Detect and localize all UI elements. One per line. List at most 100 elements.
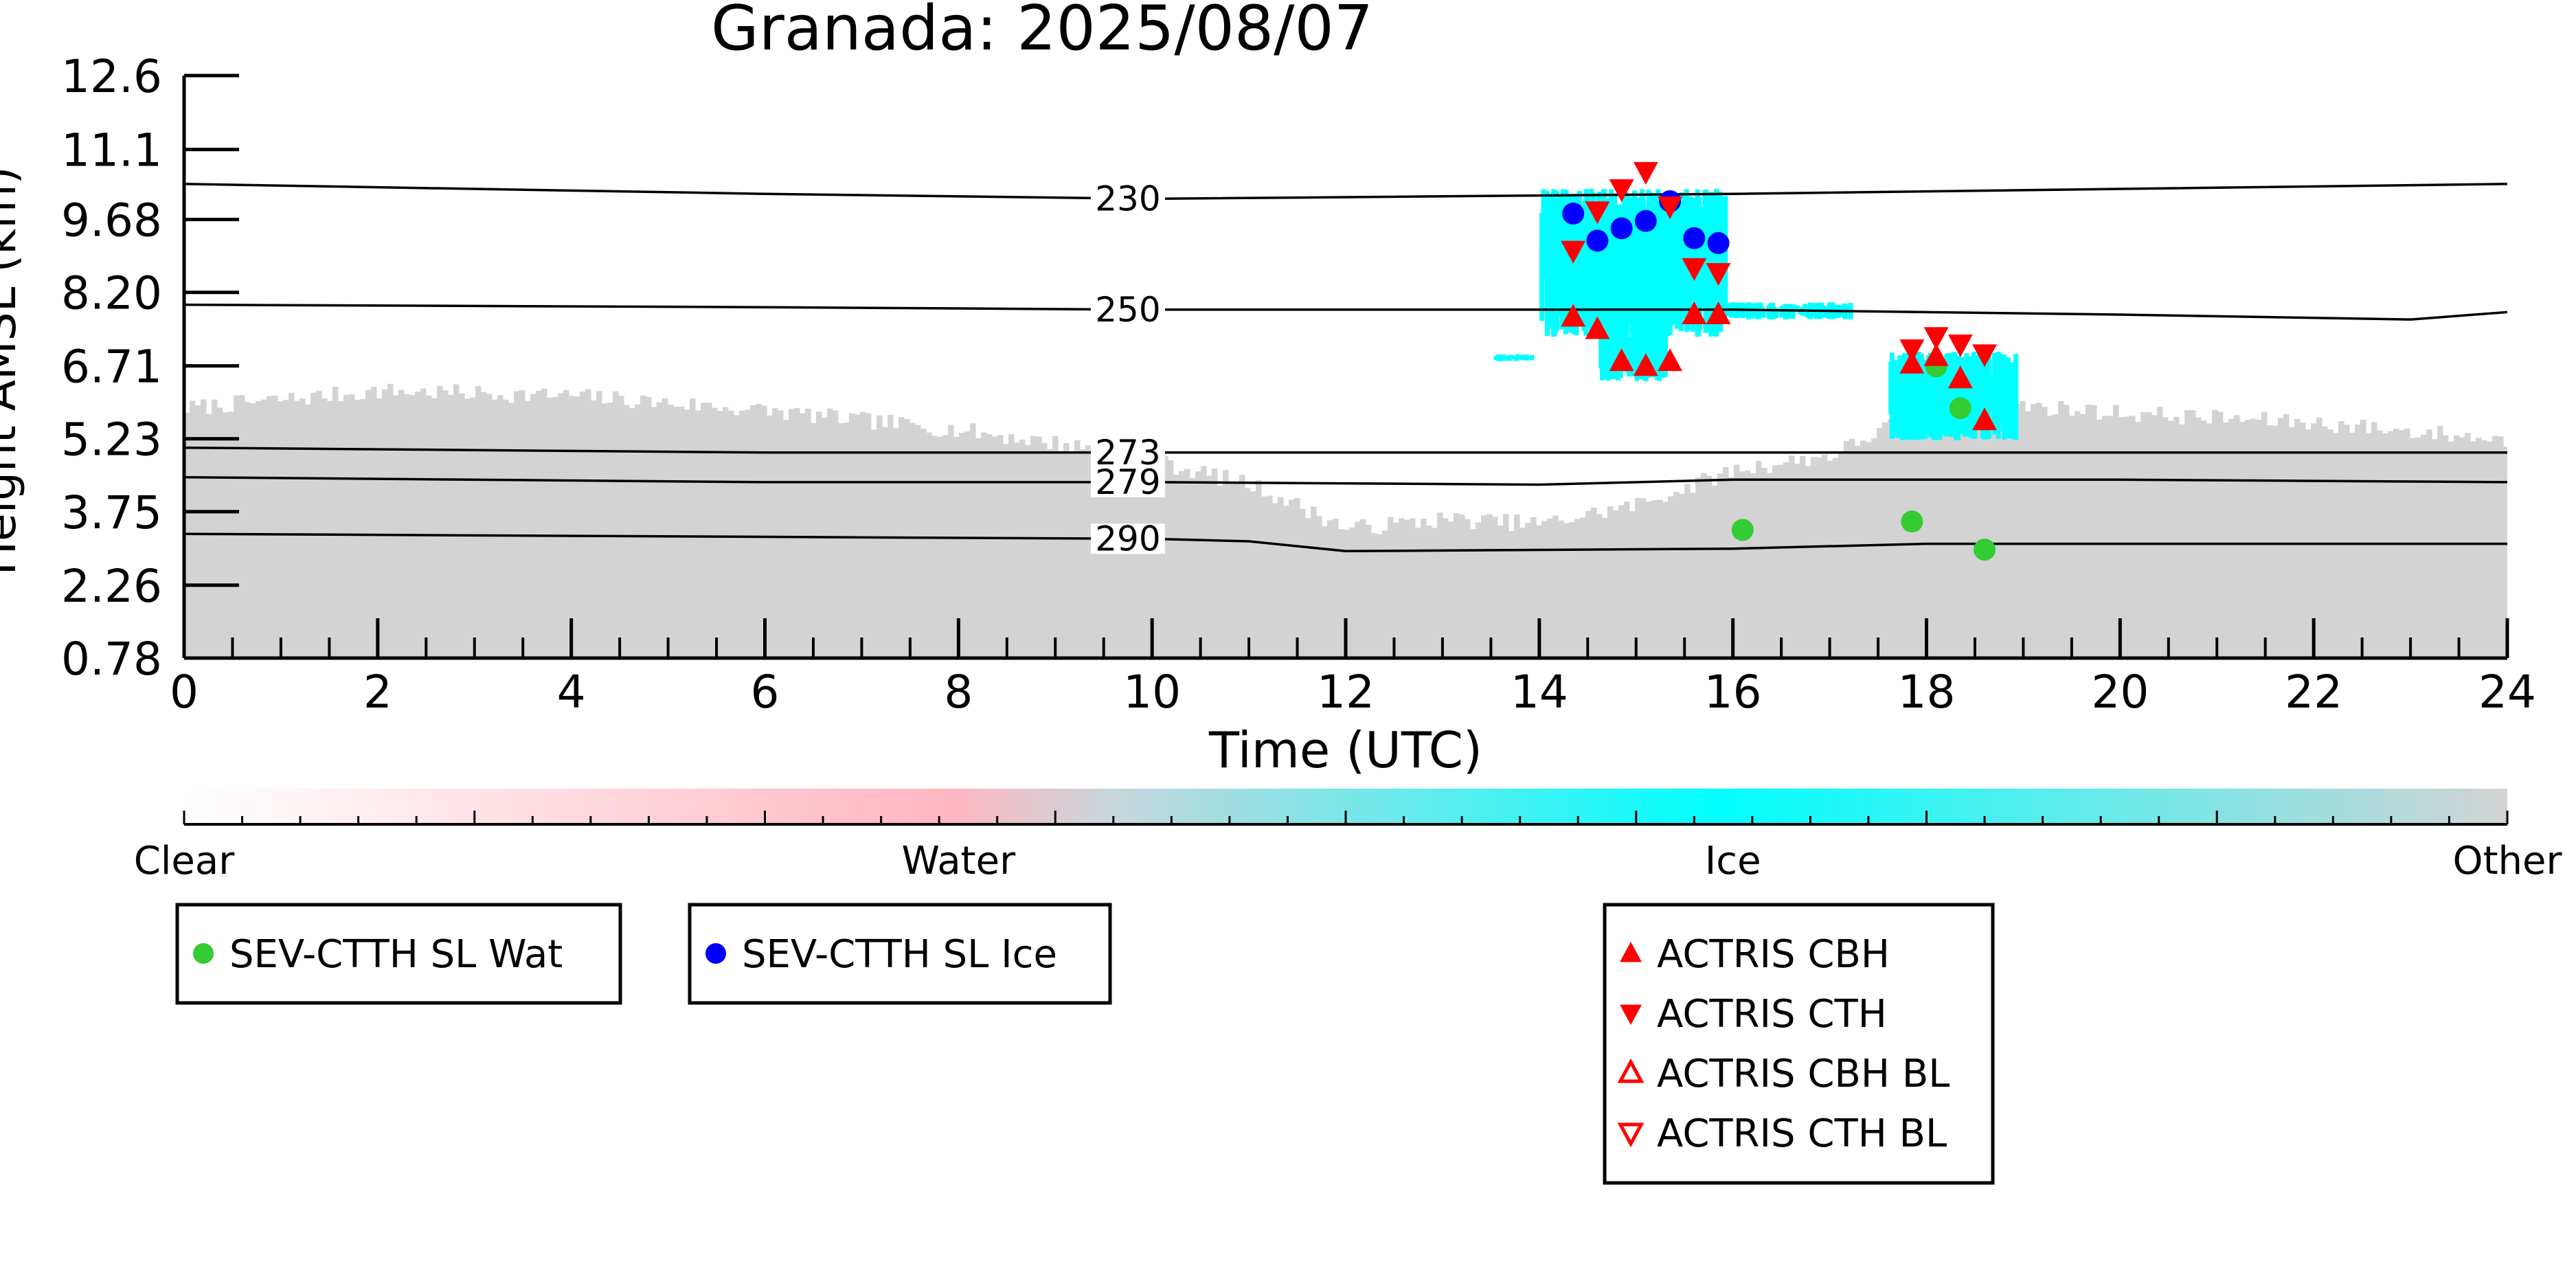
other-class-column [613, 391, 619, 658]
other-class-column [1096, 453, 1103, 658]
ice-class-column [1924, 370, 1930, 427]
other-class-column [1635, 497, 1641, 658]
other-class-column [1052, 436, 1059, 658]
actris-cth-point [1899, 339, 1925, 363]
ice-class-column [1596, 236, 1601, 301]
other-class-column [1278, 497, 1284, 658]
actris-cth-point [1585, 201, 1610, 225]
actris-cth-bl-legend-label: ACTRIS CTH BL [1657, 1111, 1947, 1156]
other-class-column [1322, 526, 1328, 658]
other-class-column [909, 422, 916, 658]
other-class-column [486, 394, 493, 658]
other-class-column [420, 388, 427, 658]
other-class-column [574, 396, 580, 658]
ice-class-column [1730, 302, 1736, 308]
other-class-column [761, 405, 767, 658]
contour-label-backing [1090, 437, 1165, 468]
other-class-column [2366, 433, 2372, 658]
other-class-column [2322, 426, 2328, 658]
colorbar: Clear Water Ice Other [134, 789, 2562, 883]
ice-class-column [1696, 230, 1702, 331]
y-tick-label: 12.6 [61, 50, 162, 103]
other-class-column [201, 399, 207, 658]
other-class-column [1415, 528, 1421, 658]
other-class-column [684, 409, 690, 658]
ice-class-column [1572, 275, 1577, 335]
other-class-column [1679, 493, 1685, 658]
other-class-column [1509, 531, 1515, 658]
other-class-column [409, 395, 416, 658]
ice-class-column [1631, 209, 1637, 304]
other-class-column [871, 429, 877, 658]
ice-class-column [1673, 206, 1678, 295]
ice-class-column [1919, 354, 1924, 414]
ice-class-column [1825, 306, 1831, 319]
x-tick-label: 24 [2478, 666, 2536, 719]
ice-class-column [1651, 350, 1656, 378]
ice-class-column [1637, 212, 1642, 328]
other-class-column [332, 386, 339, 658]
other-class-column [1443, 518, 1449, 658]
other-class-column [1926, 411, 1932, 658]
other-class-column [212, 399, 218, 658]
other-class-column [646, 397, 652, 658]
other-class-column [2075, 411, 2081, 658]
ice-class-column [1600, 324, 1605, 381]
other-class-column [1344, 530, 1350, 658]
ice-class-column [2009, 364, 2014, 404]
other-class-column [953, 437, 960, 658]
other-class-column [2119, 417, 2125, 658]
other-class-column [2267, 425, 2273, 658]
other-class-column [431, 398, 438, 658]
other-class-column [1739, 471, 1745, 658]
other-class-column [1695, 477, 1702, 658]
other-class-column [2410, 438, 2416, 658]
ice-class-column [2000, 365, 2006, 431]
other-class-column [1212, 468, 1218, 658]
x-tick-label: 22 [2285, 666, 2342, 719]
actris-cbh-bl-legend-label: ACTRIS CBH BL [1657, 1052, 1950, 1096]
ice-class-column [1610, 321, 1616, 380]
other-class-column [2294, 419, 2301, 658]
other-class-column [1888, 419, 1894, 658]
other-class-column [706, 403, 712, 658]
other-class-column [558, 393, 564, 658]
ice-class-column [1662, 204, 1667, 293]
other-class-column [2432, 439, 2438, 658]
other-class-column [365, 389, 372, 658]
ice-class-column [1651, 221, 1656, 319]
other-class-column [382, 389, 388, 658]
other-class-column [2355, 424, 2361, 658]
ice-class-column [1897, 360, 1903, 436]
other-class-column [591, 400, 597, 658]
other-class-column [1399, 518, 1405, 658]
other-class-column [1673, 492, 1680, 658]
other-class-column [1036, 436, 1042, 658]
other-class-column [1805, 466, 1811, 658]
other-class-column [1234, 482, 1240, 658]
sev-ctth-sl-ice-point [1707, 231, 1730, 254]
other-class-column [2201, 420, 2207, 658]
other-class-column [1014, 442, 1020, 658]
ice-class-column [1514, 356, 1519, 361]
sev-ctth-sl-ice-point [1610, 217, 1633, 240]
other-class-column [503, 399, 509, 658]
ice-class-column [2011, 391, 2017, 435]
y-tick-label: 9.68 [61, 194, 162, 247]
other-class-column [2086, 404, 2092, 658]
other-class-column [2344, 425, 2350, 658]
other-class-column [1855, 446, 1861, 658]
other-class-column [1437, 512, 1443, 658]
ice-class-column [1575, 226, 1581, 320]
contour-line-250 [184, 303, 2507, 321]
other-class-column [2009, 407, 2015, 658]
colorbar-label: Clear [134, 839, 235, 883]
axes: 0 2 4 6 8 10 12 14 16 18 20 22 240.782.263.755.236.7… [61, 50, 2536, 719]
other-class-column [1454, 513, 1460, 658]
other-class-column [1426, 526, 1432, 658]
other-class-column [1289, 499, 1295, 658]
other-class-column [1932, 401, 1938, 658]
y-tick-label: 3.75 [61, 486, 162, 539]
other-class-column [541, 388, 547, 658]
